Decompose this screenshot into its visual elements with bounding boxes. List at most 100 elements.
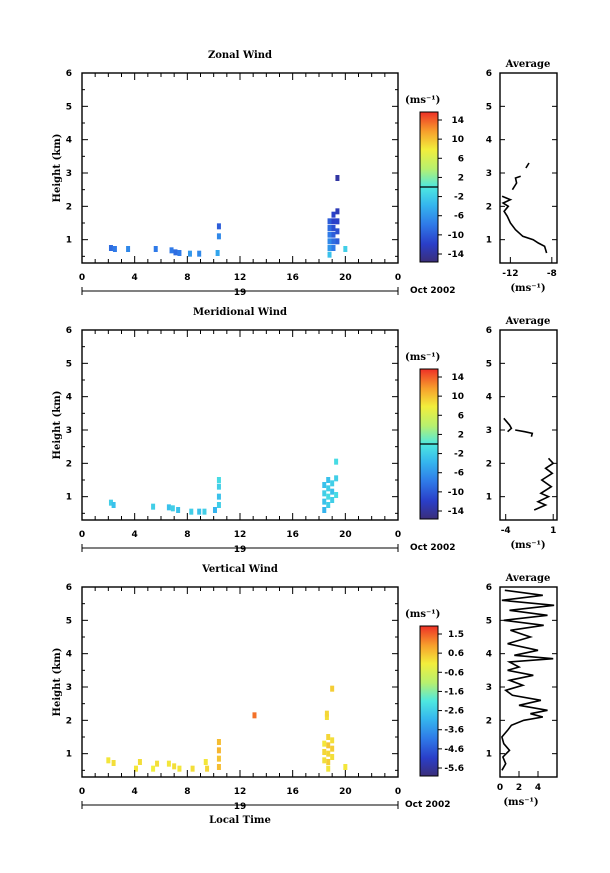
y-tick-label: 1: [66, 236, 72, 246]
heatmap-cell: [137, 759, 142, 765]
heatmap-cell: [216, 755, 221, 762]
heatmap-cell: [176, 507, 181, 513]
heatmap-cell: [216, 477, 221, 483]
heatmap-cell: [322, 749, 327, 755]
x-tick-label: 20: [339, 787, 352, 797]
heatmap-cell: [327, 225, 332, 231]
x-tick-label: 8: [184, 530, 190, 540]
avg-profile-line: [511, 175, 521, 191]
heatmap-cell: [335, 228, 340, 235]
avg-x-tick-label: 1: [550, 526, 556, 536]
avg-y-tick-label: 6: [486, 69, 492, 79]
heatmap-cell: [177, 765, 182, 772]
avg-y-tick-label: 3: [486, 426, 492, 436]
panel-title: Zonal Wind: [208, 50, 272, 61]
heatmap-cell: [151, 765, 156, 772]
colorbar-ticks: 1.5 0.6 -0.6 -1.6 -2.6 -3.6 -4.6 -5.6: [438, 630, 464, 774]
heatmap-cell: [205, 765, 210, 772]
heatmap-cell: [216, 747, 221, 754]
y-tick-label: 5: [66, 359, 72, 369]
colorbar-tick-label: -4.6: [444, 745, 464, 755]
avg-profile: 1 2 3 4 5 6 0 2 4: [486, 583, 557, 793]
colorbar-tick-label: -6: [454, 212, 464, 222]
heatmap-cell: [327, 218, 332, 225]
colorbar-tick-label: -10: [448, 231, 464, 241]
date-axis-day: 19: [234, 545, 247, 555]
colorbar-tick-label: 14: [451, 373, 464, 383]
colorbar-unit: (ms⁻¹): [405, 609, 440, 620]
x-tick-label: 20: [339, 530, 352, 540]
heatmap-cell: [334, 475, 339, 482]
avg-x-tick-label: 2: [516, 783, 522, 793]
x-tick-label: 12: [234, 530, 247, 540]
heatmap-cell: [327, 238, 332, 245]
avg-y-tick-label: 6: [486, 326, 492, 336]
avg-y-tick-label: 3: [486, 169, 492, 179]
avg-title: Average: [505, 316, 551, 327]
avg-y-tick-label: 4: [486, 393, 492, 403]
heatmap-cell: [112, 246, 117, 252]
heatmap-cell: [172, 763, 177, 770]
y-axis-label: Height (km): [52, 391, 63, 460]
avg-y-tick-label: 2: [486, 459, 492, 469]
heatmap-cell: [111, 760, 116, 766]
avg-y-tick-label: 6: [486, 583, 492, 593]
heatmap-cell: [133, 765, 138, 772]
heatmap-cell: [126, 246, 131, 252]
heatmap-cell: [216, 502, 221, 508]
avg-y-tick-label: 5: [486, 359, 492, 369]
colorbar-tick-label: -14: [448, 250, 464, 260]
heatmap-cell: [326, 759, 331, 765]
colorbar-tick-label: -5.6: [444, 764, 464, 774]
plot-frame: [81, 72, 399, 264]
colorbar-tick-label: 6: [458, 411, 464, 421]
heatmap-cell: [202, 508, 207, 515]
heatmap-cell: [173, 249, 178, 256]
x-tick-label: 4: [132, 273, 138, 283]
colorbar-tick-label: -2: [454, 450, 464, 460]
avg-y-tick-label: 4: [486, 136, 492, 146]
heatmap-cell: [331, 218, 336, 225]
avg-y-tick-label: 1: [486, 750, 492, 760]
x-tick-label: 4: [132, 787, 138, 797]
heatmap-cells: [108, 175, 348, 258]
x-tick-label: 0: [79, 787, 85, 797]
avg-y-tick-label: 5: [486, 102, 492, 112]
y-ticks: 1 2 3 4 5 6: [66, 326, 398, 514]
heatmap-cell: [166, 504, 171, 511]
y-tick-label: 3: [66, 426, 72, 436]
heatmap-cell: [330, 745, 335, 752]
avg-x-tick-label: 4: [535, 783, 541, 793]
heatmap-cell: [106, 757, 111, 764]
y-tick-label: 6: [66, 69, 72, 79]
heatmap-cell: [187, 250, 192, 257]
heatmap-cell: [216, 223, 221, 230]
heatmap-cell: [108, 499, 113, 506]
x-tick-label: 12: [234, 787, 247, 797]
heatmap-cell: [322, 498, 327, 505]
y-axis-label: Height (km): [52, 648, 63, 717]
heatmap-cell: [330, 685, 335, 692]
heatmap-cell: [330, 488, 335, 495]
colorbar-unit: (ms⁻¹): [405, 95, 440, 106]
avg-x-tick-label: 0: [497, 783, 503, 793]
colorbar-tick-label: -2: [454, 193, 464, 203]
heatmap-cell: [322, 740, 327, 747]
y-tick-label: 5: [66, 102, 72, 112]
avg-frame: [499, 72, 558, 264]
heatmap-cell: [155, 760, 160, 767]
colorbar-tick-label: -10: [448, 488, 464, 498]
colorbar-tick-label: -0.6: [444, 668, 464, 678]
heatmap-cell: [327, 245, 332, 251]
colorbar-tick-label: -1.6: [444, 687, 464, 697]
heatmap-cell: [331, 211, 336, 218]
y-tick-label: 6: [66, 326, 72, 336]
panel-title: Meridional Wind: [193, 307, 287, 318]
heatmap-cell: [331, 238, 336, 245]
heatmap-cell: [216, 493, 221, 500]
heatmap-cell: [326, 502, 331, 508]
y-tick-label: 2: [66, 202, 72, 212]
x-tick-label: 20: [339, 273, 352, 283]
y-tick-label: 6: [66, 583, 72, 593]
